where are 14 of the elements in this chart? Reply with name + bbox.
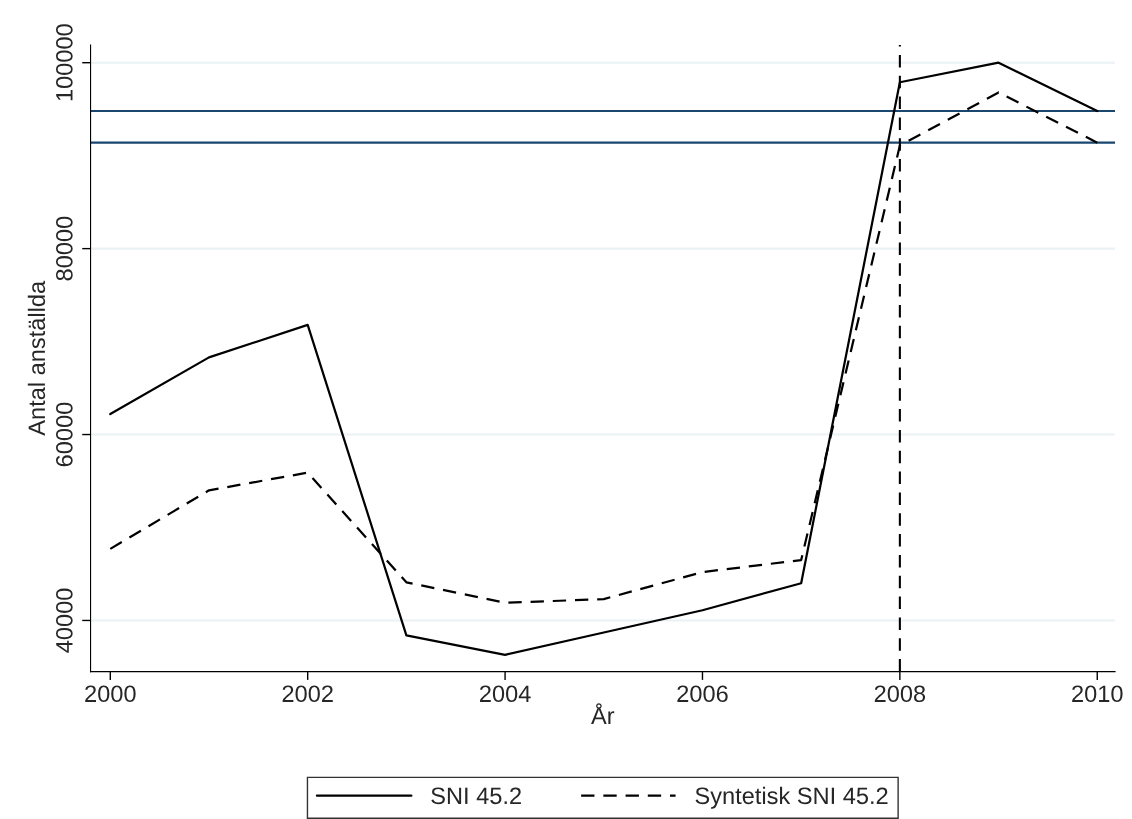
y-tick-label: 40000	[55, 588, 73, 653]
y-tick-label: 60000	[55, 402, 73, 467]
x-axis-title: År	[591, 703, 615, 724]
x-tick-label: 2006	[677, 685, 728, 703]
y-axis-title: Antal anställda	[27, 280, 46, 436]
x-tick-label: 2010	[1072, 685, 1123, 703]
legend-label: Syntetisk SNI 45.2	[695, 786, 888, 809]
x-tick-label: 2000	[85, 685, 136, 703]
x-tick-label: 2004	[480, 685, 531, 703]
x-tick-label: 2002	[282, 685, 333, 703]
y-tick-label: 100000	[55, 24, 73, 101]
y-tick-label: 80000	[55, 216, 73, 281]
x-tick-label: 2008	[874, 685, 926, 703]
legend-label: SNI 45.2	[431, 787, 521, 805]
